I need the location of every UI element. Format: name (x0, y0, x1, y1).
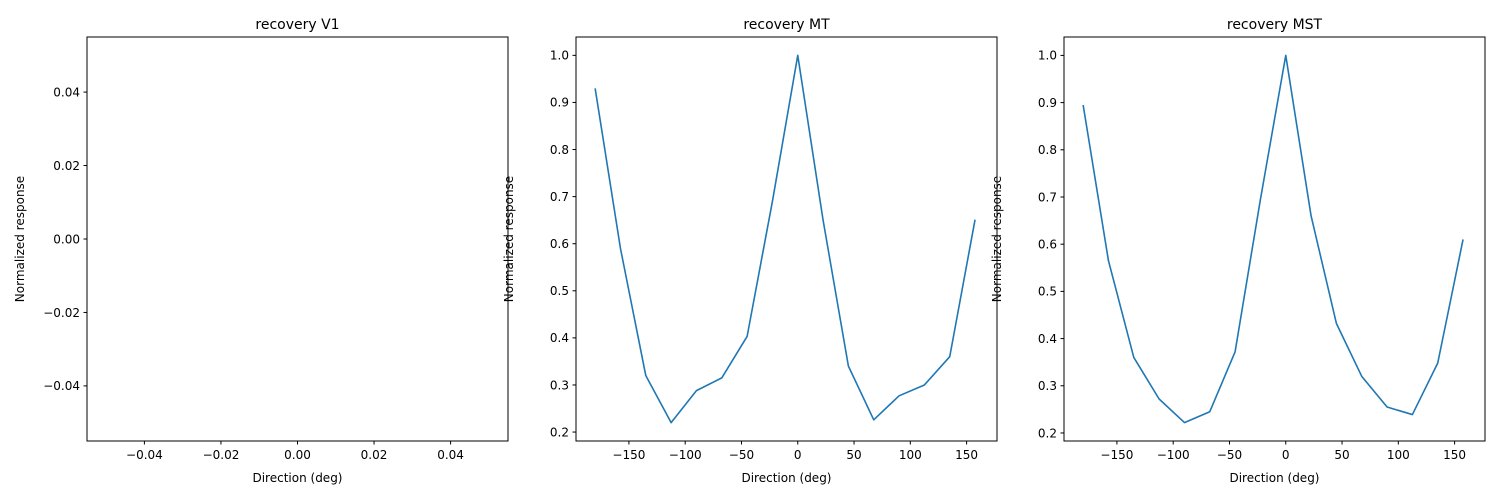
x-tick-label: 0 (794, 448, 802, 462)
x-axis-label: Direction (deg) (741, 471, 831, 485)
x-tick-label: 0 (1282, 448, 1290, 462)
x-axis-label: Direction (deg) (252, 471, 342, 485)
y-tick-label: 0.9 (1038, 96, 1057, 110)
subplot-2: −150 −100 −50 0 50 100 150 0.2 0.3 0.4 0.5 0.6 0.7 0.… (502, 17, 998, 485)
plot-frame (575, 36, 998, 442)
y-tick-label: 0.6 (1038, 237, 1057, 251)
chart-title: recovery MST (1227, 17, 1323, 33)
x-tick-label: −100 (669, 448, 702, 462)
y-tick-label: 0.4 (550, 331, 569, 345)
x-axis-label: Direction (deg) (1229, 471, 1319, 485)
x-tick-label: 150 (955, 448, 978, 462)
x-tick-label: −150 (612, 448, 645, 462)
y-tick-label: 0.8 (1038, 143, 1057, 157)
y-tick-label: 0.5 (550, 284, 569, 298)
y-tick-label: 0.4 (1038, 332, 1057, 346)
y-axis-label: Normalized response (502, 176, 516, 302)
y-tick-label: 0.3 (1038, 379, 1057, 393)
y-tick-label: 0.5 (1038, 285, 1057, 299)
y-tick-label: 0.3 (550, 378, 569, 392)
y-tick-label: 0.6 (550, 237, 569, 251)
y-tick-label: 1.0 (1038, 49, 1057, 63)
x-tick-label: 0.04 (437, 448, 464, 462)
y-tick-label: 0.04 (53, 85, 80, 99)
y-tick-label: 0.8 (550, 143, 569, 157)
plot-frame (1063, 36, 1486, 442)
y-tick-label: 0.2 (1038, 426, 1057, 440)
x-tick-label: −50 (729, 448, 754, 462)
y-tick-label: 0.7 (550, 190, 569, 204)
y-axis-label: Normalized response (990, 176, 1004, 302)
x-tick-label: 0.00 (284, 448, 311, 462)
x-tick-label: 50 (846, 448, 861, 462)
y-tick-label: 0.2 (550, 425, 569, 439)
x-tick-label: −100 (1157, 448, 1190, 462)
x-tick-label: 0.02 (361, 448, 388, 462)
chart-title: recovery MT (743, 17, 830, 33)
series-line-1 (1082, 54, 1464, 424)
series-line-1 (594, 54, 976, 424)
y-tick-label: 0.02 (53, 159, 80, 173)
x-tick-label: 150 (1443, 448, 1466, 462)
x-tick-label: 100 (1387, 448, 1410, 462)
y-tick-label: 0.00 (53, 232, 80, 246)
x-tick-label: −50 (1217, 448, 1242, 462)
x-tick-label: −0.04 (126, 448, 163, 462)
x-tick-label: 100 (899, 448, 922, 462)
chart-title: recovery V1 (255, 17, 339, 33)
y-axis-label: Normalized response (13, 176, 27, 302)
x-tick-label: 50 (1334, 448, 1349, 462)
x-tick-label: −0.02 (203, 448, 240, 462)
y-tick-label: 1.0 (550, 49, 569, 63)
x-tick-label: −150 (1100, 448, 1133, 462)
subplot-1: −0.04 −0.02 0.00 0.02 0.04 −0.04 −0.02 0.00 0.02… (13, 17, 509, 485)
y-tick-label: 0.9 (550, 96, 569, 110)
y-tick-label: 0.7 (1038, 190, 1057, 204)
y-tick-label: −0.02 (43, 306, 80, 320)
y-tick-label: −0.04 (43, 379, 80, 393)
subplot-3: −150 −100 −50 0 50 100 150 0.2 0.3 0.4 0.5 0.6 0.7 0.… (990, 17, 1486, 485)
